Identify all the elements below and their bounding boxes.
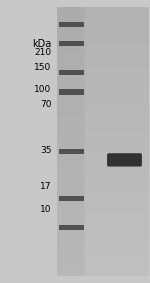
Text: 70: 70 — [40, 100, 51, 109]
Text: 10: 10 — [40, 205, 51, 214]
Bar — [59, 196, 84, 201]
Text: kDa: kDa — [32, 39, 51, 49]
Bar — [59, 89, 84, 95]
Bar — [59, 70, 84, 75]
Bar — [59, 225, 84, 230]
Text: 100: 100 — [34, 85, 51, 94]
FancyBboxPatch shape — [107, 153, 142, 166]
Text: 210: 210 — [34, 48, 51, 57]
Text: 150: 150 — [34, 63, 51, 72]
Bar — [59, 149, 84, 154]
Bar — [59, 22, 84, 27]
Bar — [59, 41, 84, 46]
Text: 35: 35 — [40, 146, 51, 155]
Text: 17: 17 — [40, 182, 51, 191]
